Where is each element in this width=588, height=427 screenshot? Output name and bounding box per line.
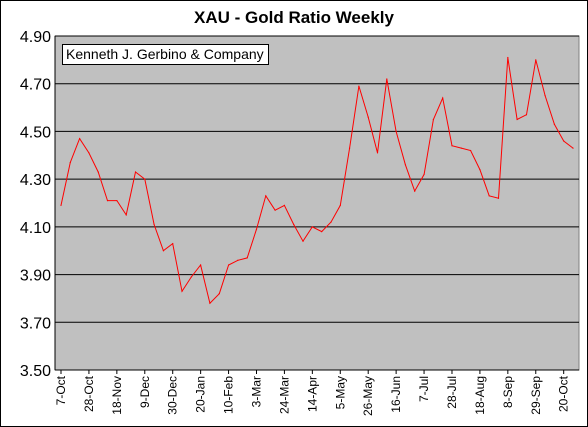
- x-tick-label: 7-Jul: [417, 376, 431, 402]
- data-point: [535, 59, 537, 61]
- y-tick-label: 4.10: [20, 220, 51, 237]
- data-point: [200, 264, 202, 266]
- data-point: [553, 123, 555, 125]
- data-point: [246, 257, 248, 259]
- data-point: [544, 95, 546, 97]
- x-tick-label: 28-Oct: [82, 375, 96, 412]
- data-point: [572, 147, 574, 149]
- x-tick-label: 29-Sep: [529, 376, 543, 415]
- x-tick-label: 30-Dec: [166, 376, 180, 415]
- annotation-box: Kenneth J. Gerbino & Company: [62, 44, 269, 65]
- data-point: [162, 250, 164, 252]
- data-point: [283, 204, 286, 206]
- data-point: [460, 147, 462, 149]
- data-point: [209, 302, 211, 304]
- y-axis-ticks: 4.90 4.70 4.50 4.30 4.10 3.90 3.70 3.50: [20, 29, 51, 380]
- y-tick-label: 3.50: [20, 363, 51, 380]
- x-tick-label: 10-Feb: [222, 376, 236, 414]
- data-point: [358, 85, 360, 87]
- data-point: [404, 164, 407, 166]
- data-point: [237, 259, 239, 261]
- x-tick-label: 9-Dec: [138, 376, 152, 408]
- data-point: [97, 171, 99, 173]
- data-point: [144, 178, 146, 180]
- data-point: [330, 221, 332, 223]
- x-tick-label: 18-Nov: [110, 376, 124, 415]
- data-point: [172, 242, 174, 245]
- data-point: [423, 173, 425, 175]
- chart-title: XAU - Gold Ratio Weekly: [194, 8, 394, 27]
- data-point: [181, 290, 183, 292]
- data-point: [311, 226, 313, 228]
- data-point: [442, 97, 444, 99]
- y-tick-label: 3.70: [20, 315, 51, 332]
- data-point: [470, 149, 472, 152]
- x-tick-label: 8-Sep: [501, 376, 515, 408]
- x-axis-ticks: 7-Oct 28-Oct 18-Nov 9-Dec 30-Dec 20-Jan 10-Feb…: [54, 370, 571, 416]
- data-point: [339, 204, 341, 206]
- data-point: [79, 137, 81, 140]
- data-point: [367, 116, 369, 118]
- grid-lines: [54, 35, 579, 371]
- data-point: [293, 223, 295, 226]
- data-point: [134, 171, 137, 173]
- y-tick-label: 3.90: [20, 268, 51, 285]
- y-tick-label: 4.30: [20, 172, 51, 189]
- data-point: [525, 114, 528, 116]
- data-point: [218, 293, 220, 295]
- data-points: [60, 56, 574, 304]
- x-tick-label: 14-Apr: [305, 376, 319, 412]
- data-point: [125, 214, 127, 216]
- data-point: [451, 145, 453, 147]
- data-point: [302, 240, 304, 242]
- data-point: [507, 56, 509, 59]
- x-tick-label: 3-Mar: [249, 376, 263, 407]
- data-point: [190, 276, 192, 278]
- data-point: [116, 200, 118, 202]
- data-point: [386, 78, 388, 80]
- data-point: [516, 118, 518, 121]
- data-point: [227, 264, 230, 266]
- data-point: [432, 118, 434, 121]
- y-tick-label: 4.90: [20, 29, 51, 46]
- x-tick-label: 5-May: [333, 376, 347, 409]
- series-line: [60, 57, 574, 305]
- x-tick-label: 20-Jan: [194, 376, 208, 413]
- data-point: [255, 228, 258, 230]
- x-tick-label: 20-Oct: [557, 375, 571, 412]
- data-point: [321, 231, 323, 233]
- data-point: [488, 195, 490, 197]
- data-point: [348, 147, 351, 149]
- data-point: [265, 195, 267, 197]
- y-tick-label: 4.70: [20, 77, 51, 94]
- x-tick-label: 18-Aug: [473, 376, 487, 415]
- x-tick-label: 16-Jun: [389, 376, 403, 413]
- x-tick-label: 26-May: [361, 376, 375, 416]
- data-point: [376, 152, 379, 154]
- data-point: [69, 161, 71, 164]
- data-point: [153, 223, 155, 226]
- data-point: [395, 130, 397, 133]
- plot-area: [54, 35, 580, 371]
- data-point: [60, 204, 62, 206]
- x-tick-label: 24-Mar: [277, 376, 291, 414]
- x-tick-label: 28-Jul: [445, 376, 459, 409]
- data-point: [563, 140, 565, 142]
- data-point: [497, 197, 500, 199]
- x-tick-label: 7-Oct: [54, 375, 68, 405]
- data-point: [479, 169, 481, 171]
- data-point: [106, 200, 109, 202]
- data-point: [414, 190, 416, 192]
- data-point: [88, 152, 90, 154]
- y-tick-label: 4.50: [20, 124, 51, 141]
- data-point: [274, 209, 276, 211]
